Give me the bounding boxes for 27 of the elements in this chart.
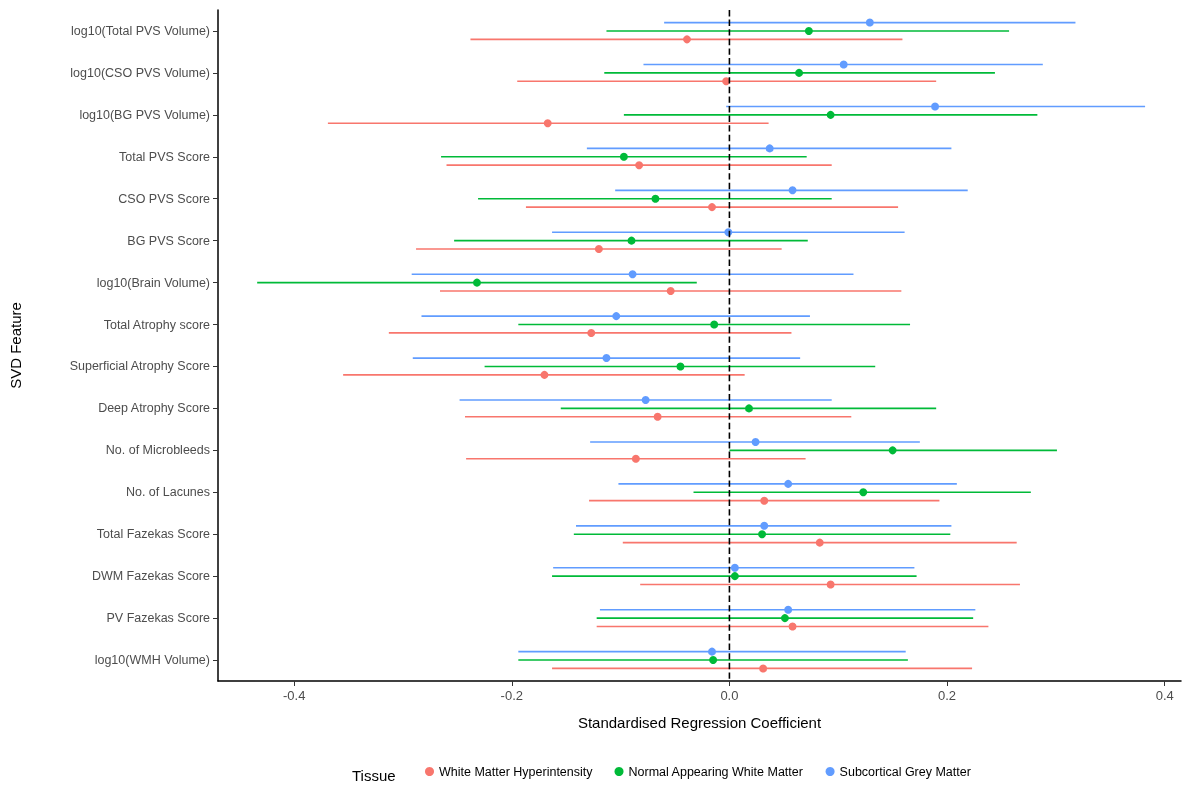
x-axis-title: Standardised Regression Coefficient bbox=[577, 714, 822, 731]
y-tick-label: log10(Brain Volume) bbox=[96, 275, 210, 290]
x-tick-label: -0.4 bbox=[282, 688, 306, 703]
x-tick-label: -0.2 bbox=[500, 688, 523, 703]
y-tick-label: BG PVS Score bbox=[127, 233, 211, 248]
y-tick-label: Total PVS Score bbox=[118, 149, 211, 164]
y-tick-label: log10(WMH Volume) bbox=[94, 653, 210, 668]
y-tick-label: Superficial Atrophy Score bbox=[69, 359, 211, 374]
y-tick-label: log10(CSO PVS Volume) bbox=[70, 65, 210, 80]
y-tick-label: PV Fazekas Score bbox=[106, 611, 211, 626]
x-tick-label: 0.2 bbox=[938, 688, 957, 703]
x-tick-label: 0.4 bbox=[1155, 688, 1174, 703]
x-tick-label: 0.0 bbox=[720, 688, 739, 703]
legend-label: White Matter Hyperintensity bbox=[439, 764, 594, 779]
y-tick-label: Deep Atrophy Score bbox=[98, 401, 211, 416]
y-tick-label: log10(Total PVS Volume) bbox=[71, 23, 210, 38]
legend-title: Tissue bbox=[352, 767, 396, 784]
legend-label: Subcortical Grey Matter bbox=[839, 764, 971, 779]
y-axis-title: SVD Feature bbox=[7, 302, 24, 389]
y-tick-label: No. of Microbleeds bbox=[105, 443, 210, 458]
y-tick-label: Total Atrophy score bbox=[103, 317, 211, 332]
y-tick-label: No. of Lacunes bbox=[125, 485, 210, 500]
y-tick-label: DWM Fazekas Score bbox=[91, 569, 211, 584]
legend-label: Normal Appearing White Matter bbox=[628, 764, 803, 779]
y-tick-label: Total Fazekas Score bbox=[96, 527, 211, 542]
y-tick-label: CSO PVS Score bbox=[118, 191, 211, 206]
y-tick-label: log10(BG PVS Volume) bbox=[79, 107, 210, 122]
